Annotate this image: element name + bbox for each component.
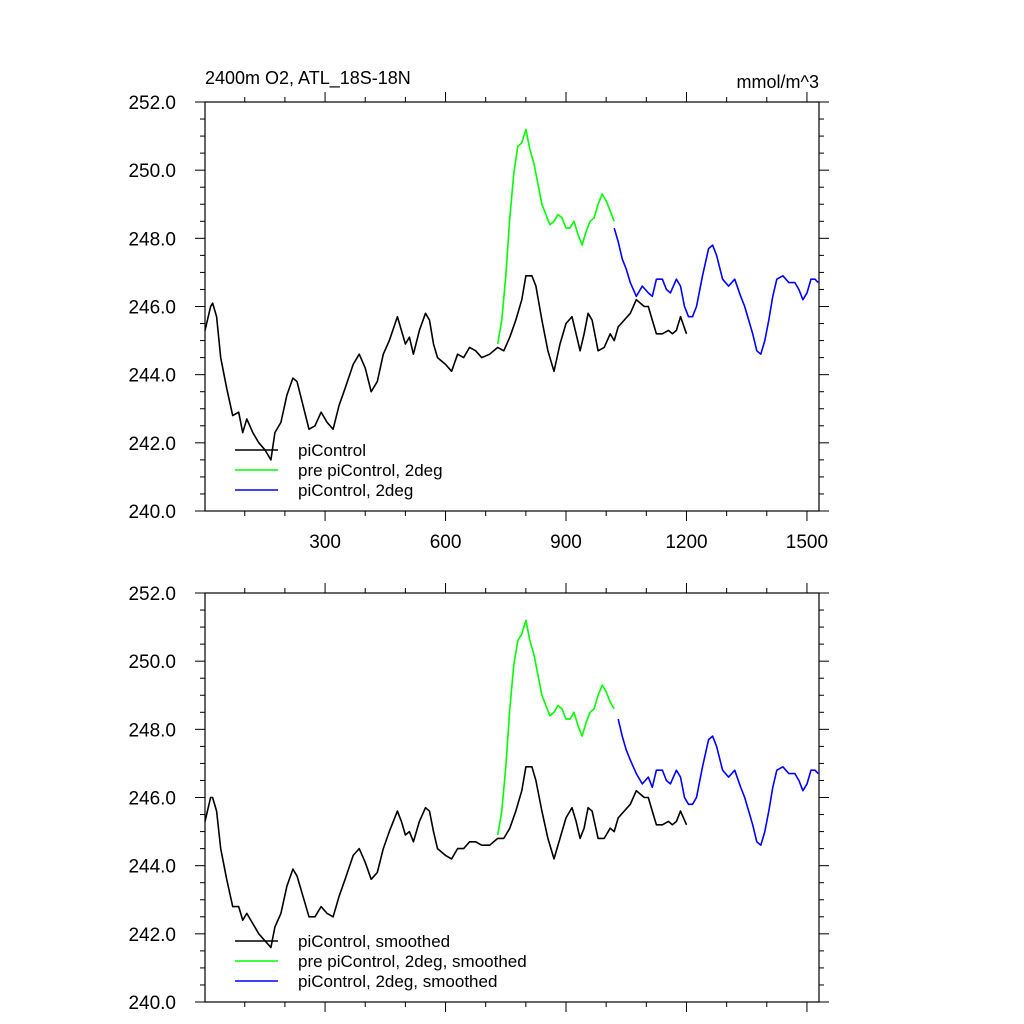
y-tick-label: 250.0 [128,161,176,182]
axis-ticks: 300 600 900 1200 1500 240.0 242.0 244.0 246.0 248… [128,92,829,553]
y-tick-label: 240.0 [128,502,176,523]
y-tick-label: 242.0 [128,434,176,455]
x-tick-label: 300 [309,532,341,553]
top-panel: 2400m O2, ATL_18S-18N mmol/m^3 300 600 900… [128,68,829,553]
legend-label: piControl, 2deg [298,481,413,500]
series-picontrol-2deg-smoothed [617,718,819,847]
series-pre-picontrol-2deg-smoothed [496,619,615,836]
y-tick-label: 252.0 [128,584,176,605]
units-label: mmol/m^3 [737,72,819,92]
series-pre-picontrol-2deg [496,128,615,345]
y-tick-label: 250.0 [128,652,176,673]
y-tick-label: 240.0 [128,993,176,1014]
y-tick-label: 242.0 [128,925,176,946]
x-tick-label: 1200 [665,532,707,553]
legend-label: pre piControl, 2deg [298,461,443,480]
series-picontrol-smoothed [204,765,688,949]
series-picontrol-2deg [613,227,819,356]
legend-label: piControl [298,441,366,460]
y-tick-label: 248.0 [128,720,176,741]
legend-label: piControl, smoothed [298,932,450,951]
chart-title: 2400m O2, ATL_18S-18N [205,68,411,89]
y-tick-label: 246.0 [128,789,176,810]
bottom-panel: 240.0 242.0 244.0 246.0 248.0 250.0 252.0 piCo… [128,583,829,1014]
legend-label: piControl, 2deg, smoothed [298,972,497,991]
y-tick-label: 252.0 [128,93,176,114]
series-lines [204,128,819,461]
x-tick-label: 1500 [786,532,828,553]
y-tick-label: 246.0 [128,298,176,319]
axis-ticks: 240.0 242.0 244.0 246.0 248.0 250.0 252.0 [128,583,829,1014]
y-tick-label: 244.0 [128,366,176,387]
series-lines [204,619,819,949]
series-picontrol [204,274,688,461]
x-tick-label: 900 [550,532,582,553]
y-tick-label: 244.0 [128,857,176,878]
legend-label: pre piControl, 2deg, smoothed [298,952,527,971]
x-tick-label: 600 [430,532,462,553]
y-tick-label: 248.0 [128,229,176,250]
